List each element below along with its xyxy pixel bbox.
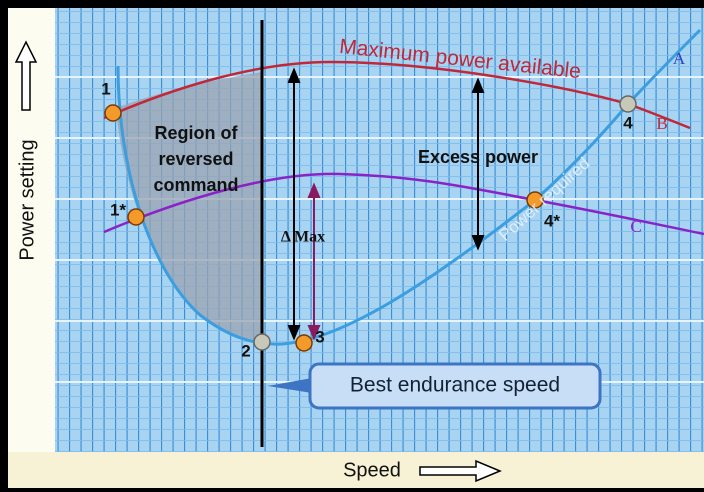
region-label: reversed <box>158 149 233 169</box>
x-axis-arrow <box>419 459 502 483</box>
point-label: 3 <box>315 327 324 346</box>
x-axis-label: Speed <box>343 459 401 481</box>
callout-box <box>308 362 602 410</box>
point <box>295 334 313 352</box>
point <box>104 104 122 122</box>
y-axis-arrow <box>14 40 38 111</box>
point-label: 1 <box>101 79 110 98</box>
point-label: 1* <box>110 200 126 219</box>
callout-pointer <box>268 378 312 393</box>
point <box>619 95 637 113</box>
curve-letter: A <box>673 49 686 68</box>
delta-arrow <box>287 67 301 341</box>
excess-arrow <box>471 77 485 251</box>
region-label: command <box>153 175 238 195</box>
delta-label: Δ Max <box>281 229 325 246</box>
point-label: 4 <box>623 113 633 132</box>
region-label: Region of <box>155 123 239 143</box>
point <box>526 191 544 209</box>
point <box>127 208 145 226</box>
curve-letter: C <box>630 217 641 236</box>
callout-text: Best endurance speed <box>350 374 560 397</box>
x-axis-strip <box>8 452 704 488</box>
point-label: 2 <box>241 341 250 360</box>
curve-letter: B <box>656 114 667 133</box>
region-shade <box>116 72 262 342</box>
delta-arrow-reduced <box>307 182 321 341</box>
reduced-power-curve <box>103 172 704 236</box>
point-label: 4* <box>544 211 560 230</box>
y-axis-label: Power setting <box>16 139 38 260</box>
max-power-curve <box>103 60 691 130</box>
point <box>253 333 271 351</box>
excess-label: Excess power <box>418 147 538 167</box>
